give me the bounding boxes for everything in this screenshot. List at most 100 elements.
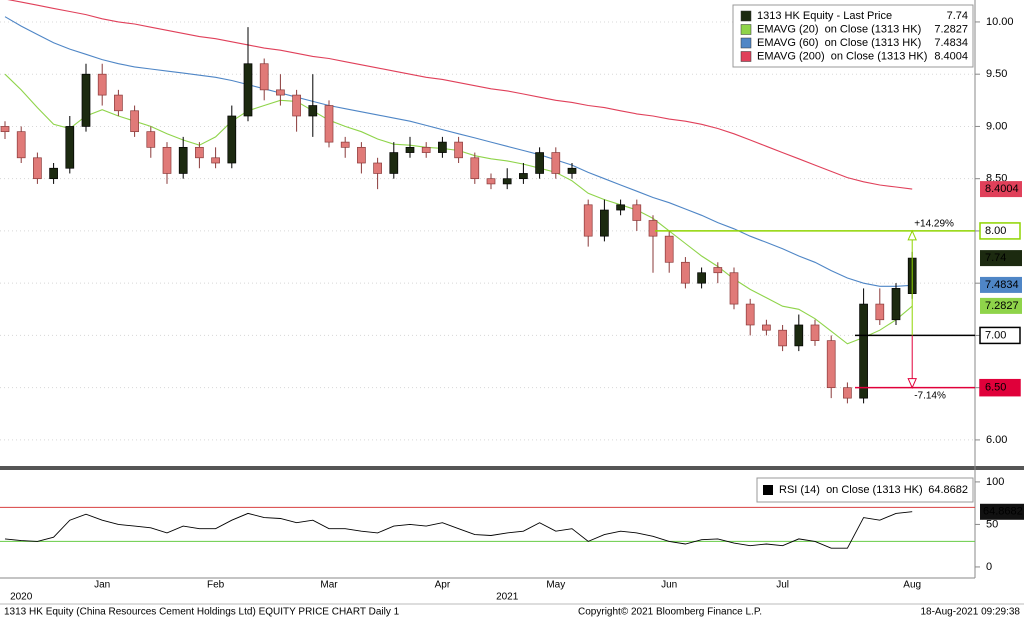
x-year-label: 2021 [496, 592, 519, 603]
y-tick-label: 6.00 [986, 434, 1007, 446]
legend-value: 7.74 [947, 10, 968, 22]
candle-body [97, 73, 107, 96]
candle-body [502, 178, 512, 185]
candle-body [49, 167, 58, 180]
legend-swatch [740, 10, 752, 22]
candle-body [648, 220, 658, 237]
legend-value: 8.4004 [934, 50, 968, 62]
candle-body [729, 272, 739, 305]
last-value-label: 64.8682 [983, 506, 1023, 518]
candle-body [843, 387, 852, 399]
candle-body [583, 204, 593, 237]
footer-right: 18-Aug-2021 09:29:38 [920, 607, 1020, 618]
x-tick-label: Jul [776, 580, 789, 591]
y-tick-label: 0 [986, 561, 992, 573]
footer-center: Copyright© 2021 Bloomberg Finance L.P. [578, 607, 762, 618]
x-tick-label: Jan [94, 580, 110, 591]
last-value-tag [980, 503, 1024, 520]
candle-body [551, 152, 561, 174]
candle-body [454, 141, 463, 159]
candle-body [114, 94, 123, 112]
candle-body [438, 141, 447, 153]
last-value-label: 7.74 [985, 252, 1006, 264]
y-tick-label: 9.00 [986, 120, 1007, 132]
candle-body [130, 110, 139, 133]
legend-label: EMAVG (60) on Close (1313 HK) [757, 37, 921, 49]
candle-body [340, 141, 350, 148]
level-arrow-head [907, 229, 917, 241]
legend-label: 1313 HK Equity - Last Price [757, 10, 892, 22]
legend-label: RSI (14) on Close (1313 HK) [779, 484, 923, 496]
x-year-label: 2020 [10, 592, 33, 603]
candle-body [16, 131, 26, 159]
x-tick-label: Mar [320, 580, 338, 591]
last-value-tag [980, 276, 1022, 293]
candle-body [600, 209, 609, 237]
level-tag [979, 378, 1021, 397]
legend-swatch [763, 485, 773, 495]
candle-body [891, 288, 901, 321]
candle-body [519, 173, 528, 180]
last-value-tag [980, 250, 1022, 267]
legend-box [732, 4, 974, 68]
footer-left: 1313 HK Equity (China Resources Cement H… [4, 607, 400, 618]
candle-body [486, 178, 496, 185]
legend-value: 64.8682 [928, 484, 968, 496]
candle-body [227, 115, 237, 164]
candle-body [33, 157, 42, 180]
candle-body [826, 340, 836, 389]
y-tick-label: 10.00 [986, 16, 1014, 28]
candle-body [778, 329, 787, 347]
candle-body [794, 324, 804, 347]
last-value-label: 7.4834 [985, 279, 1019, 291]
y-tick-label: 100 [986, 476, 1004, 488]
candle-body [357, 146, 366, 164]
legend-value: 7.4834 [934, 37, 968, 49]
candle-body [65, 126, 75, 169]
candle-body [567, 167, 577, 174]
y-tick-label: 50 [986, 518, 998, 530]
rsi-line [4, 511, 913, 549]
x-tick-label: Feb [207, 580, 225, 591]
candle-body [762, 324, 771, 331]
candle-body [259, 63, 269, 91]
last-value-tag [980, 181, 1022, 198]
candle-body [535, 152, 544, 174]
panel-divider [0, 466, 1024, 470]
candle-body [373, 162, 382, 174]
candle-body [308, 105, 318, 117]
candle-body [292, 94, 301, 117]
level-tag [979, 222, 1021, 240]
level-tag [979, 326, 1021, 345]
candle-body [146, 131, 156, 148]
legend-swatch [740, 51, 752, 62]
last-value-label: 8.4004 [985, 183, 1019, 195]
candle-body [664, 235, 674, 263]
candle-body [389, 152, 399, 174]
candle-body [859, 303, 868, 399]
x-tick-label: May [546, 580, 565, 591]
candle-body [616, 204, 625, 211]
legend-label: EMAVG (200) on Close (1313 HK) [757, 50, 927, 62]
level-change: -7.14% [914, 390, 946, 401]
x-tick-label: Apr [435, 580, 451, 591]
candle-body [162, 146, 172, 174]
ema-line [4, 16, 913, 287]
ema-line [4, 73, 913, 345]
candle-body [713, 267, 723, 274]
y-tick-label: 9.50 [986, 68, 1007, 80]
candle-body [324, 105, 334, 143]
legend-box [756, 477, 974, 503]
legend-swatch [740, 24, 752, 35]
candle-body [697, 272, 706, 284]
x-tick-label: Aug [903, 580, 921, 591]
candle-body [421, 146, 431, 153]
candle-body [810, 324, 820, 342]
level-change: +14.29% [914, 219, 954, 230]
level-tag-label: 8.00 [985, 225, 1006, 237]
candle-body [243, 63, 253, 117]
last-value-label: 7.2827 [985, 300, 1019, 312]
candle-body [81, 73, 91, 127]
last-value-tag [980, 297, 1022, 314]
